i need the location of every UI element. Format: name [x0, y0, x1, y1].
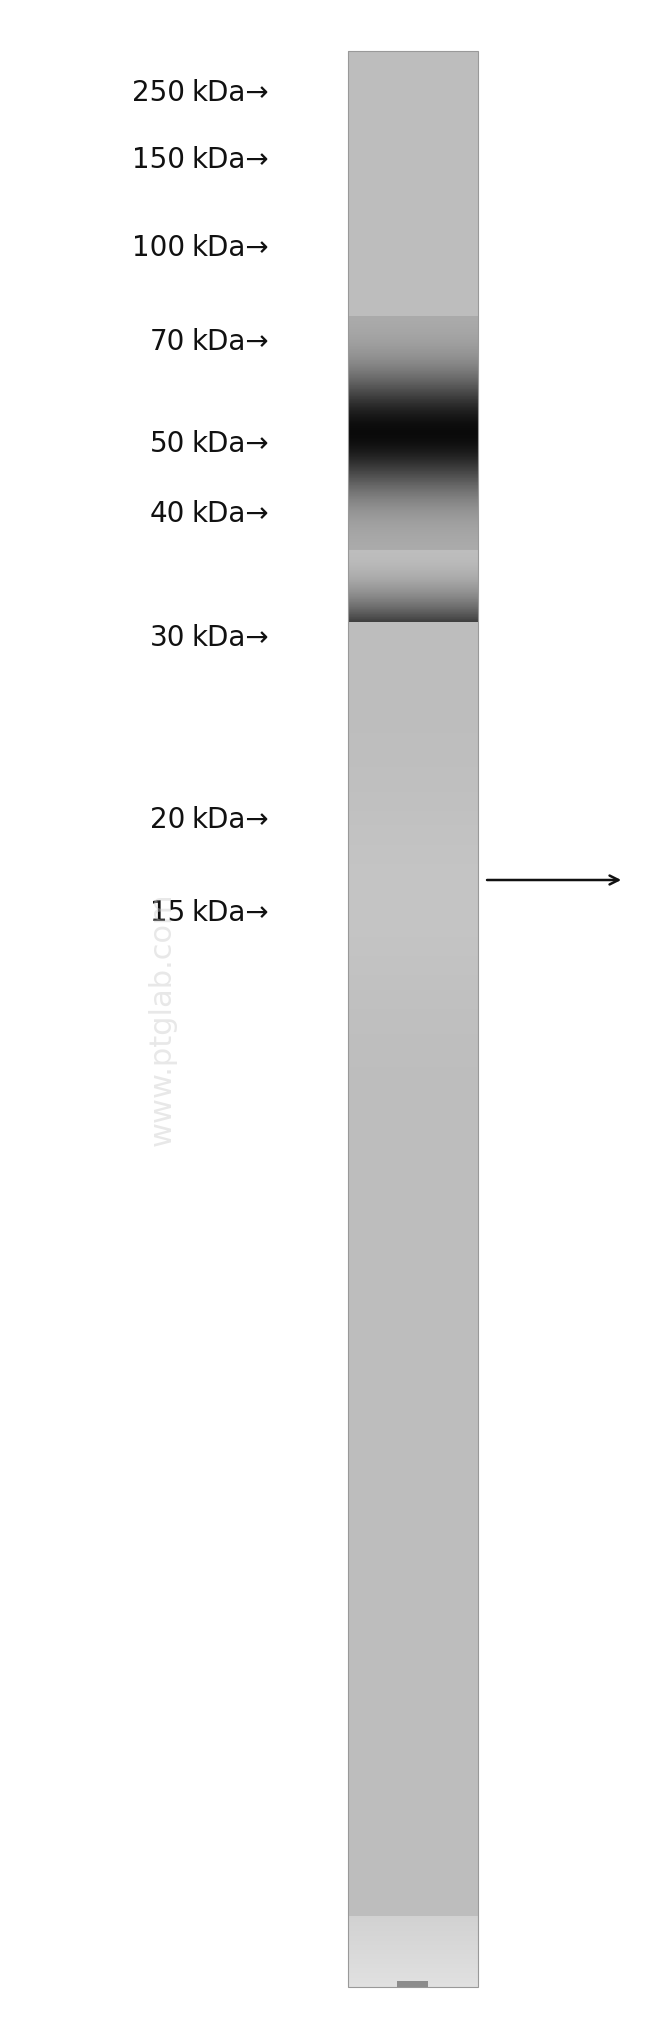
Text: kDa→: kDa→ [192, 624, 269, 652]
Text: 20: 20 [150, 805, 185, 834]
Text: 250: 250 [132, 79, 185, 108]
Text: kDa→: kDa→ [192, 234, 269, 263]
Text: kDa→: kDa→ [192, 147, 269, 173]
Text: 15: 15 [150, 899, 185, 927]
Text: 150: 150 [132, 147, 185, 173]
Text: 100: 100 [132, 234, 185, 263]
Bar [348, 51, 478, 1987]
Text: 40: 40 [150, 499, 185, 528]
Text: 30: 30 [150, 624, 185, 652]
Text: kDa→: kDa→ [192, 430, 269, 459]
Text: www.ptglab.com: www.ptglab.com [148, 893, 177, 1145]
Text: 70: 70 [150, 328, 185, 357]
Text: kDa→: kDa→ [192, 899, 269, 927]
Text: kDa→: kDa→ [192, 328, 269, 357]
Text: kDa→: kDa→ [192, 499, 269, 528]
Text: 50: 50 [150, 430, 185, 459]
Text: kDa→: kDa→ [192, 805, 269, 834]
Text: kDa→: kDa→ [192, 79, 269, 108]
